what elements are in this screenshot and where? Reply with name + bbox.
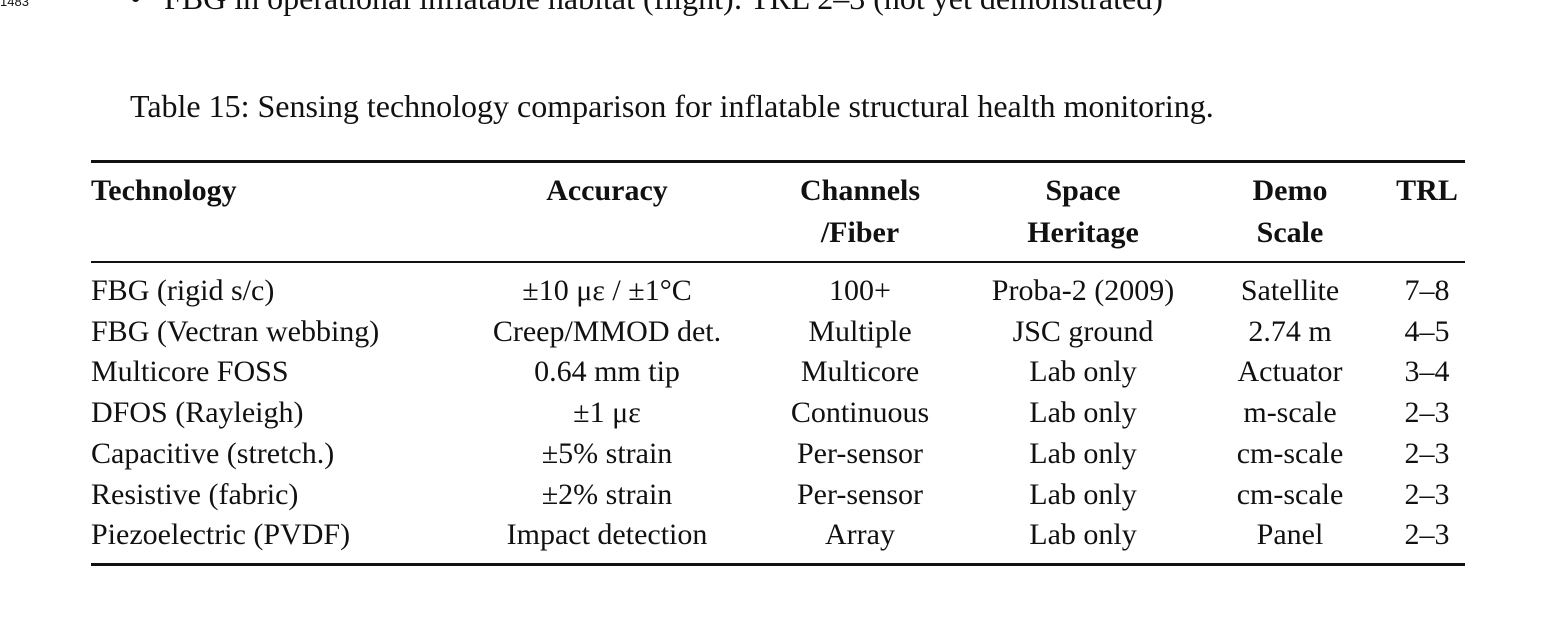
table-cell: FBG (Vectran webbing) — [91, 314, 380, 348]
table-cell: JSC ground — [1012, 314, 1154, 348]
table-cell: ±5% strain — [541, 436, 673, 470]
table-cell: FBG (rigid s/c) — [91, 274, 275, 307]
line-number: 1483 — [0, 0, 29, 9]
table-cell: 2.74 m — [1248, 314, 1332, 348]
table-cell: cm-scale — [1236, 477, 1344, 511]
table-cell: Resistive (fabric) — [91, 477, 299, 511]
header-cell: Accuracy — [546, 174, 668, 207]
table-cell: Impact detection — [506, 518, 708, 552]
header-cell: TRL — [1396, 174, 1458, 207]
header-cell: Scale — [1256, 216, 1324, 249]
table-cell: 2–3 — [1404, 518, 1450, 552]
table-cell: Per-sensor — [796, 477, 924, 511]
header-cell: /Fiber — [820, 216, 900, 249]
table-cell: ±1 με — [573, 396, 641, 430]
table-cell: Array — [825, 518, 895, 552]
bullet-text: FBG in operational inflatable habitat (f… — [164, 0, 1163, 16]
table-cell: Continuous — [790, 396, 930, 430]
table-cell: Capacitive (stretch.) — [91, 436, 335, 470]
table-cell: Piezoelectric (PVDF) — [91, 518, 351, 552]
mid-rule — [91, 261, 1465, 263]
table-cell: Multicore — [800, 355, 920, 389]
header-cell: Technology — [91, 174, 237, 207]
table-cell: 2–3 — [1404, 396, 1450, 430]
table-cell: Multiple — [808, 314, 912, 348]
table-cell: m-scale — [1243, 396, 1337, 430]
table-cell: 0.64 mm tip — [534, 355, 680, 389]
table-cell: Satellite — [1240, 274, 1340, 307]
table-cell: ±2% strain — [541, 477, 673, 511]
bullet: • — [130, 0, 141, 16]
table-cell: Lab only — [1029, 355, 1137, 389]
table-cell: Multicore FOSS — [91, 355, 289, 389]
table-cell: Lab only — [1029, 396, 1137, 430]
table-cell: Lab only — [1029, 518, 1137, 552]
table-cell: 100+ — [829, 274, 891, 307]
table-cell: 2–3 — [1404, 477, 1450, 511]
table-cell: Panel — [1256, 518, 1324, 552]
table-cell: Actuator — [1237, 355, 1343, 389]
bottom-rule — [91, 563, 1465, 566]
table-cell: Lab only — [1029, 436, 1137, 470]
table-caption: Table 15: Sensing technology comparison … — [130, 88, 1214, 124]
table-cell: Proba-2 (2009) — [991, 274, 1175, 307]
table-cell: 2–3 — [1404, 436, 1450, 470]
table-cell: Creep/MMOD det. — [492, 314, 722, 348]
table-cell: cm-scale — [1236, 436, 1344, 470]
header-cell: Space — [1045, 174, 1121, 207]
top-rule — [91, 160, 1465, 163]
table-cell: Lab only — [1029, 477, 1137, 511]
header-cell: Channels — [799, 174, 921, 207]
header-cell: Heritage — [1027, 216, 1139, 249]
table-cell: 3–4 — [1404, 355, 1450, 389]
table-cell: Per-sensor — [796, 436, 924, 470]
table-cell: ±10 με / ±1°C — [522, 274, 692, 307]
header-cell: Demo — [1252, 174, 1328, 207]
table-cell: 4–5 — [1404, 314, 1450, 348]
table-cell: DFOS (Rayleigh) — [91, 396, 304, 430]
table-cell: 7–8 — [1404, 274, 1450, 307]
